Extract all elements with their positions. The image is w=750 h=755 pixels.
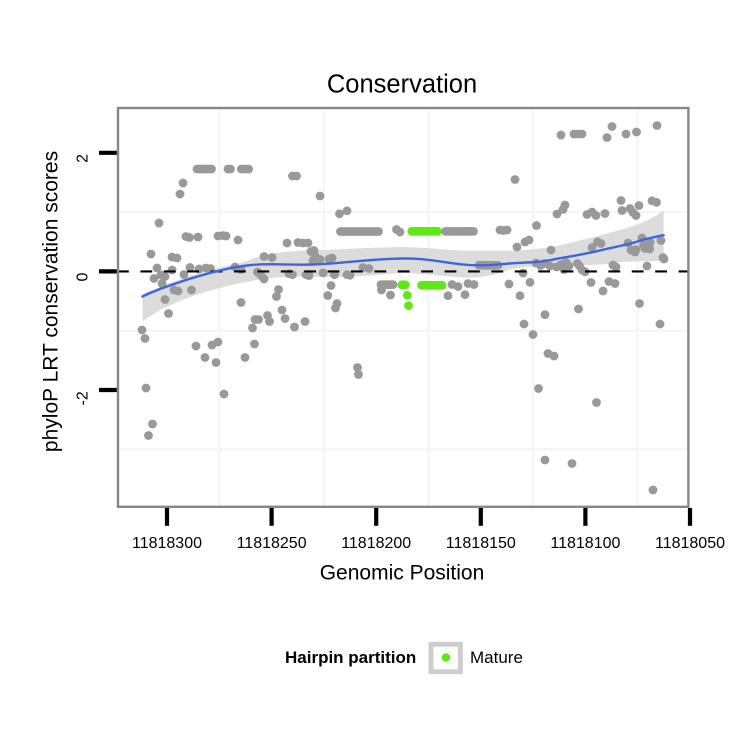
svg-text:Conservation: Conservation: [327, 71, 477, 99]
svg-text:Genomic Position: Genomic Position: [320, 562, 485, 585]
svg-text:Hairpin partition: Hairpin partition: [285, 648, 416, 667]
svg-text:-2: -2: [75, 391, 92, 405]
svg-text:Mature: Mature: [470, 648, 523, 667]
svg-text:0: 0: [75, 273, 92, 282]
svg-text:11818300: 11818300: [132, 535, 202, 552]
svg-text:11818200: 11818200: [341, 535, 411, 552]
svg-text:11818150: 11818150: [446, 535, 516, 552]
svg-text:11818050: 11818050: [655, 535, 725, 552]
svg-text:2: 2: [75, 154, 92, 163]
svg-text:11818250: 11818250: [237, 535, 307, 552]
svg-text:11818100: 11818100: [550, 535, 620, 552]
svg-text:phyloP LRT conservation scores: phyloP LRT conservation scores: [40, 151, 63, 452]
